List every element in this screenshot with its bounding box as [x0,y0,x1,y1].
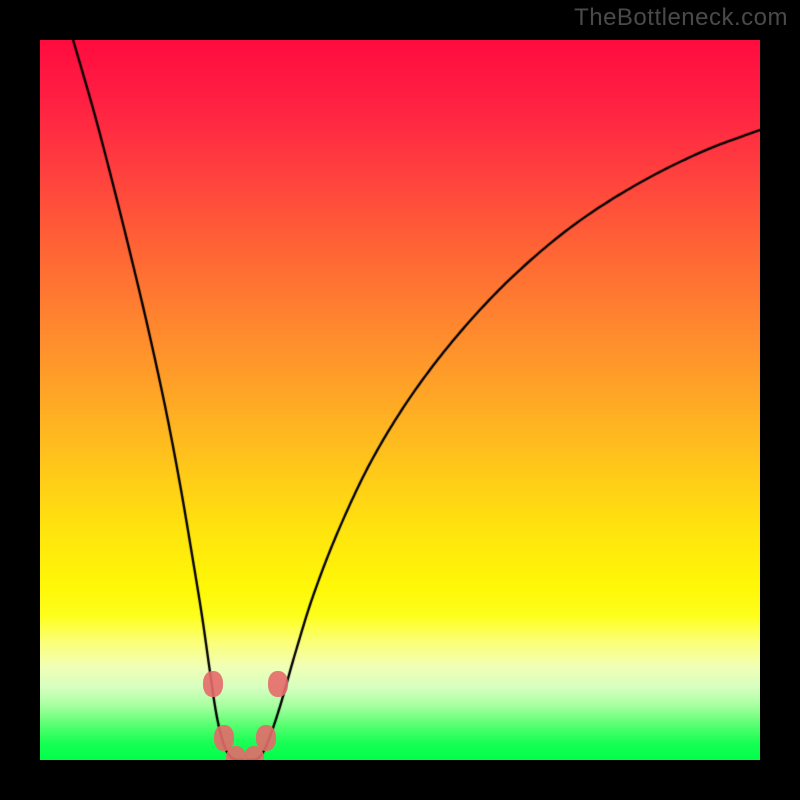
curve-marker [226,746,246,760]
curve-marker [268,671,288,697]
curve-marker [256,725,276,751]
plot-area [40,40,760,760]
curve-marker [203,671,223,697]
watermark-text: TheBottleneck.com [574,4,788,32]
bottleneck-curve [40,40,760,760]
